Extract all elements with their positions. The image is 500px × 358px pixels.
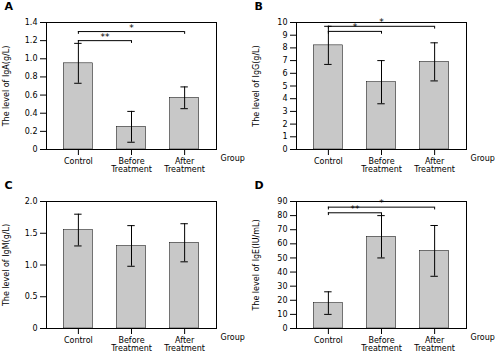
svg-text:20: 20 — [277, 296, 287, 305]
svg-text:BeforeTreatment: BeforeTreatment — [360, 157, 402, 174]
svg-text:*: * — [353, 22, 358, 32]
svg-text:**: ** — [100, 32, 110, 42]
svg-text:1.5: 1.5 — [25, 229, 38, 238]
svg-text:0: 0 — [282, 324, 287, 333]
svg-text:B: B — [255, 0, 263, 13]
svg-text:1: 1 — [282, 132, 287, 141]
svg-text:0.8: 0.8 — [25, 72, 38, 81]
svg-text:Control: Control — [314, 336, 343, 345]
svg-text:BeforeTreatment: BeforeTreatment — [110, 157, 152, 174]
svg-text:1.4: 1.4 — [25, 18, 38, 27]
svg-text:30: 30 — [277, 282, 287, 291]
svg-text:1.2: 1.2 — [25, 36, 38, 45]
svg-text:2: 2 — [282, 120, 287, 129]
svg-text:0: 0 — [32, 324, 37, 333]
svg-text:0: 0 — [282, 145, 287, 154]
svg-text:90: 90 — [277, 197, 287, 206]
svg-text:3: 3 — [282, 107, 287, 116]
svg-text:2.0: 2.0 — [25, 197, 38, 206]
svg-text:4: 4 — [282, 94, 287, 103]
svg-text:50: 50 — [277, 254, 287, 263]
svg-text:C: C — [5, 179, 13, 192]
svg-text:Control: Control — [314, 157, 343, 166]
svg-text:80: 80 — [277, 211, 287, 220]
svg-text:BeforeTreatment: BeforeTreatment — [360, 336, 402, 353]
svg-text:Control: Control — [64, 336, 93, 345]
svg-text:BeforeTreatment: BeforeTreatment — [110, 336, 152, 353]
svg-text:Group: Group — [221, 333, 245, 342]
svg-text:*: * — [379, 198, 384, 208]
svg-text:The level of IgE(IU/mL): The level of IgE(IU/mL) — [252, 219, 261, 311]
svg-text:70: 70 — [277, 225, 287, 234]
svg-text:0.5: 0.5 — [25, 292, 38, 301]
svg-text:0.2: 0.2 — [25, 127, 38, 136]
svg-text:5: 5 — [282, 82, 287, 91]
svg-text:8: 8 — [282, 43, 287, 52]
svg-text:D: D — [255, 179, 264, 192]
svg-text:A: A — [5, 0, 14, 13]
svg-text:0.4: 0.4 — [25, 109, 38, 118]
svg-text:60: 60 — [277, 239, 287, 248]
svg-text:6: 6 — [282, 69, 287, 78]
svg-text:AfterTreatment: AfterTreatment — [413, 157, 455, 174]
svg-text:AfterTreatment: AfterTreatment — [413, 336, 455, 353]
svg-text:10: 10 — [277, 310, 287, 319]
svg-text:1.0: 1.0 — [25, 261, 38, 270]
svg-text:9: 9 — [282, 31, 287, 40]
svg-text:AfterTreatment: AfterTreatment — [163, 157, 205, 174]
svg-text:AfterTreatment: AfterTreatment — [163, 336, 205, 353]
svg-text:Control: Control — [64, 157, 93, 166]
svg-text:**: ** — [350, 204, 360, 214]
svg-text:40: 40 — [277, 268, 287, 277]
svg-text:0: 0 — [32, 145, 37, 154]
svg-text:The level of IgG(g/L): The level of IgG(g/L) — [252, 45, 261, 127]
svg-text:7: 7 — [282, 56, 287, 65]
svg-text:*: * — [379, 17, 384, 27]
svg-text:Group: Group — [221, 154, 245, 163]
svg-text:*: * — [129, 23, 134, 33]
svg-text:Group: Group — [471, 154, 495, 163]
svg-text:The level of IgM(g/L): The level of IgM(g/L) — [2, 224, 11, 307]
svg-text:0.6: 0.6 — [25, 91, 38, 100]
svg-text:Group: Group — [471, 333, 495, 342]
svg-text:The level of IgA(g/L): The level of IgA(g/L) — [2, 46, 11, 128]
svg-text:10: 10 — [277, 18, 287, 27]
svg-text:1.0: 1.0 — [25, 54, 38, 63]
